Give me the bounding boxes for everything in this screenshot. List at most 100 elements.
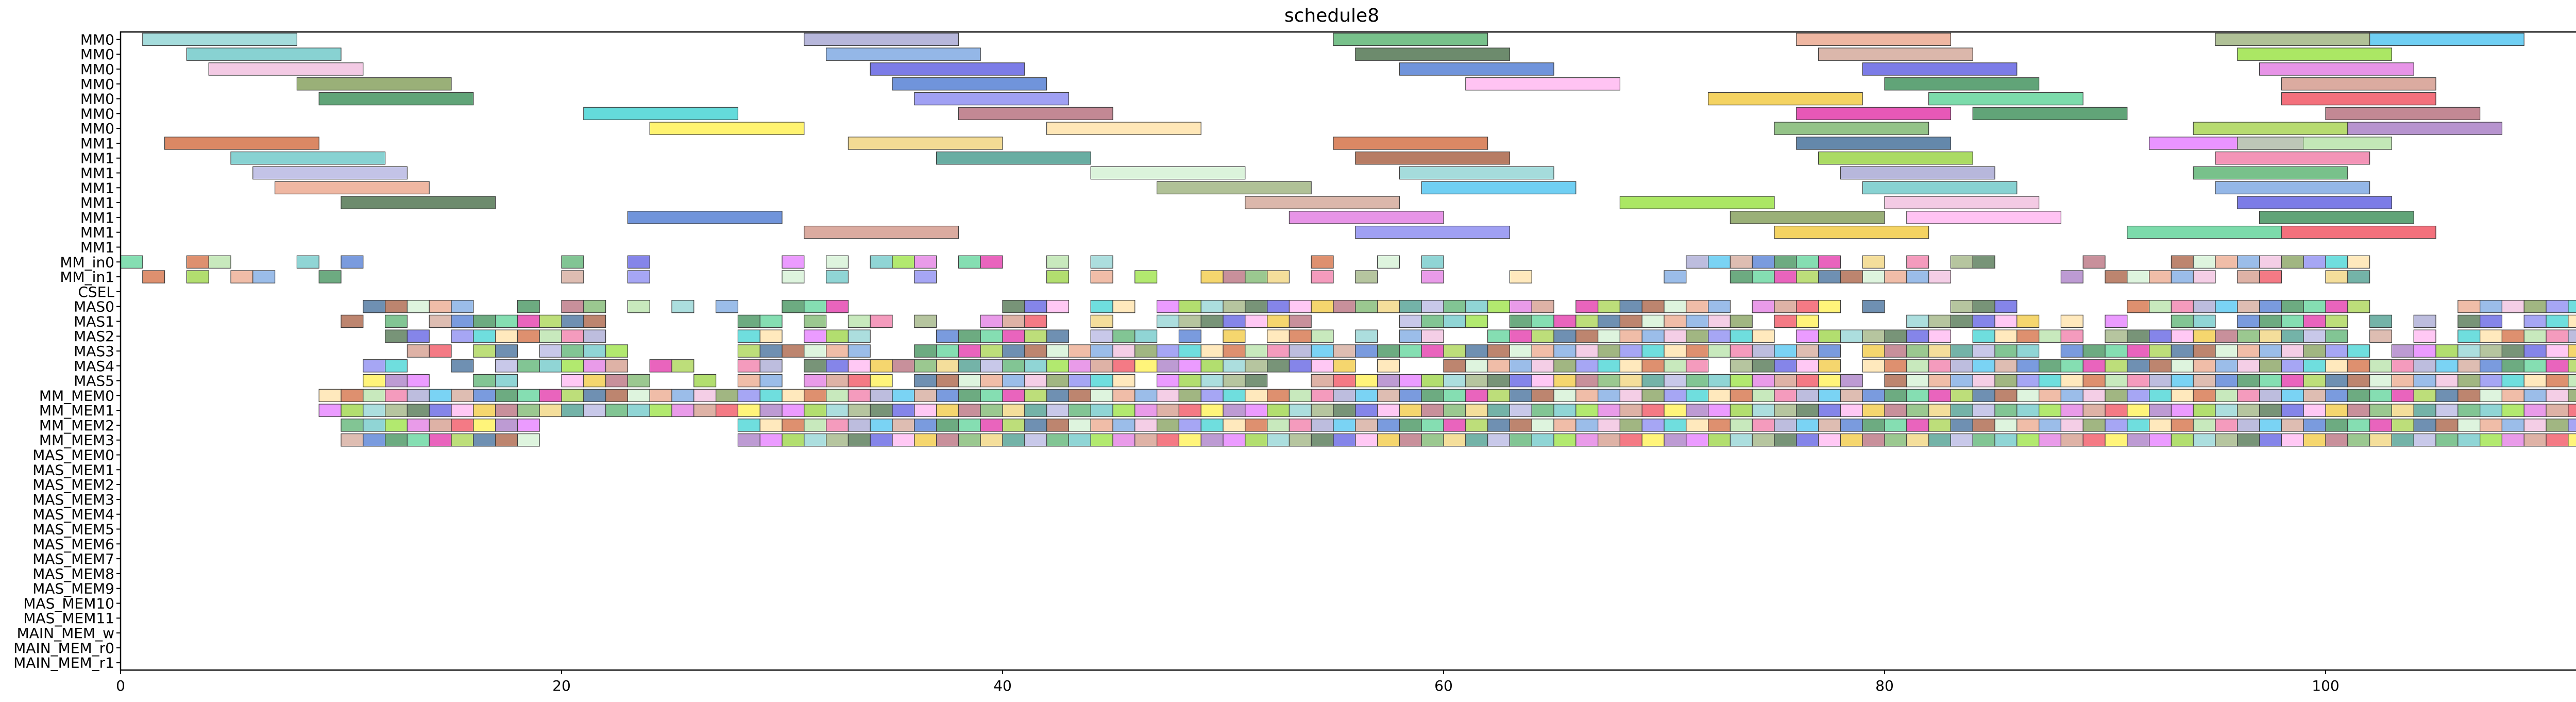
task-cell xyxy=(2325,344,2348,358)
task-cell xyxy=(2082,255,2106,269)
task-bar xyxy=(1355,152,1511,165)
task-cell xyxy=(1002,433,1025,447)
task-cell xyxy=(1377,419,1400,432)
task-cell xyxy=(2082,374,2106,388)
task-cell xyxy=(2369,374,2393,388)
task-cell xyxy=(1862,299,1885,313)
task-cell xyxy=(848,344,871,358)
task-bar xyxy=(341,196,496,209)
task-cell xyxy=(1267,329,1290,343)
task-cell xyxy=(2127,419,2150,432)
task-bar xyxy=(1774,225,1929,239)
task-cell xyxy=(1046,374,1069,388)
task-cell xyxy=(2149,359,2172,373)
task-cell xyxy=(1002,419,1025,432)
task-cell xyxy=(892,404,915,417)
task-cell xyxy=(1598,359,1621,373)
task-cell xyxy=(451,419,474,432)
task-cell xyxy=(2193,419,2216,432)
task-cell xyxy=(1223,433,1246,447)
task-cell xyxy=(495,433,518,447)
task-cell xyxy=(1796,374,1819,388)
y-tick-label: MAS_MEM3 xyxy=(32,491,114,508)
task-cell xyxy=(1509,433,1532,447)
task-cell xyxy=(914,270,937,283)
task-bar xyxy=(1157,181,1312,194)
task-cell xyxy=(1289,314,1312,328)
task-cell xyxy=(2193,255,2216,269)
task-cell xyxy=(1950,299,1973,313)
task-cell xyxy=(1994,359,2018,373)
task-cell xyxy=(1223,329,1246,343)
task-cell xyxy=(1355,299,1378,313)
task-cell xyxy=(936,359,959,373)
task-cell xyxy=(1598,419,1621,432)
task-cell xyxy=(1046,389,1069,403)
task-cell xyxy=(1708,389,1731,403)
task-cell xyxy=(1333,359,1356,373)
task-cell xyxy=(2523,314,2547,328)
task-cell xyxy=(1641,329,1665,343)
task-cell xyxy=(406,389,430,403)
task-cell xyxy=(1487,329,1511,343)
task-cell xyxy=(2480,299,2503,313)
task-cell xyxy=(1178,344,1201,358)
task-cell xyxy=(1178,419,1201,432)
task-cell xyxy=(2546,419,2569,432)
task-bar xyxy=(1399,62,1554,76)
task-cell xyxy=(384,314,408,328)
task-cell xyxy=(2413,404,2436,417)
task-cell xyxy=(2546,329,2569,343)
task-cell xyxy=(1928,359,1952,373)
task-cell xyxy=(870,374,893,388)
task-bar xyxy=(1090,166,1246,180)
task-cell xyxy=(1840,270,1863,283)
task-cell xyxy=(1884,270,1907,283)
task-bar xyxy=(1245,196,1400,209)
task-cell xyxy=(1311,404,1334,417)
task-bar xyxy=(848,137,1003,150)
task-cell xyxy=(2347,344,2370,358)
task-cell xyxy=(1994,433,2018,447)
task-cell xyxy=(2237,255,2260,269)
task-cell xyxy=(1664,329,1687,343)
task-cell xyxy=(1664,314,1687,328)
task-cell xyxy=(561,314,584,328)
task-cell xyxy=(341,433,364,447)
task-cell xyxy=(2391,404,2414,417)
task-bar xyxy=(2259,211,2414,224)
task-cell xyxy=(1619,329,1642,343)
task-cell xyxy=(363,404,386,417)
task-bar xyxy=(230,152,386,165)
task-cell xyxy=(1928,314,1952,328)
task-cell xyxy=(2060,359,2083,373)
task-cell xyxy=(2303,419,2326,432)
task-cell xyxy=(1068,433,1091,447)
task-bar xyxy=(1796,32,1952,46)
task-cell xyxy=(1619,389,1642,403)
task-cell xyxy=(1972,374,1995,388)
task-cell xyxy=(384,374,408,388)
task-cell xyxy=(2082,419,2106,432)
task-cell xyxy=(1994,344,2018,358)
task-cell xyxy=(2480,433,2503,447)
task-cell xyxy=(1730,389,1753,403)
task-cell xyxy=(2105,404,2128,417)
task-bar xyxy=(2237,137,2392,150)
task-bar xyxy=(2281,77,2436,91)
task-cell xyxy=(495,329,518,343)
task-cell xyxy=(1267,419,1290,432)
y-tick-label: MAIN_MEM_r1 xyxy=(13,655,114,672)
task-cell xyxy=(2016,314,2040,328)
task-cell xyxy=(980,359,1003,373)
y-tick-label: MM0 xyxy=(80,31,114,48)
task-cell xyxy=(2458,433,2481,447)
task-cell xyxy=(1024,389,1047,403)
task-cell xyxy=(2325,314,2348,328)
task-cell xyxy=(2546,314,2569,328)
task-cell xyxy=(1157,433,1180,447)
y-tick-label: MAS_MEM7 xyxy=(32,550,114,567)
task-cell xyxy=(1245,299,1268,313)
task-cell xyxy=(1399,374,1422,388)
task-cell xyxy=(825,389,849,403)
